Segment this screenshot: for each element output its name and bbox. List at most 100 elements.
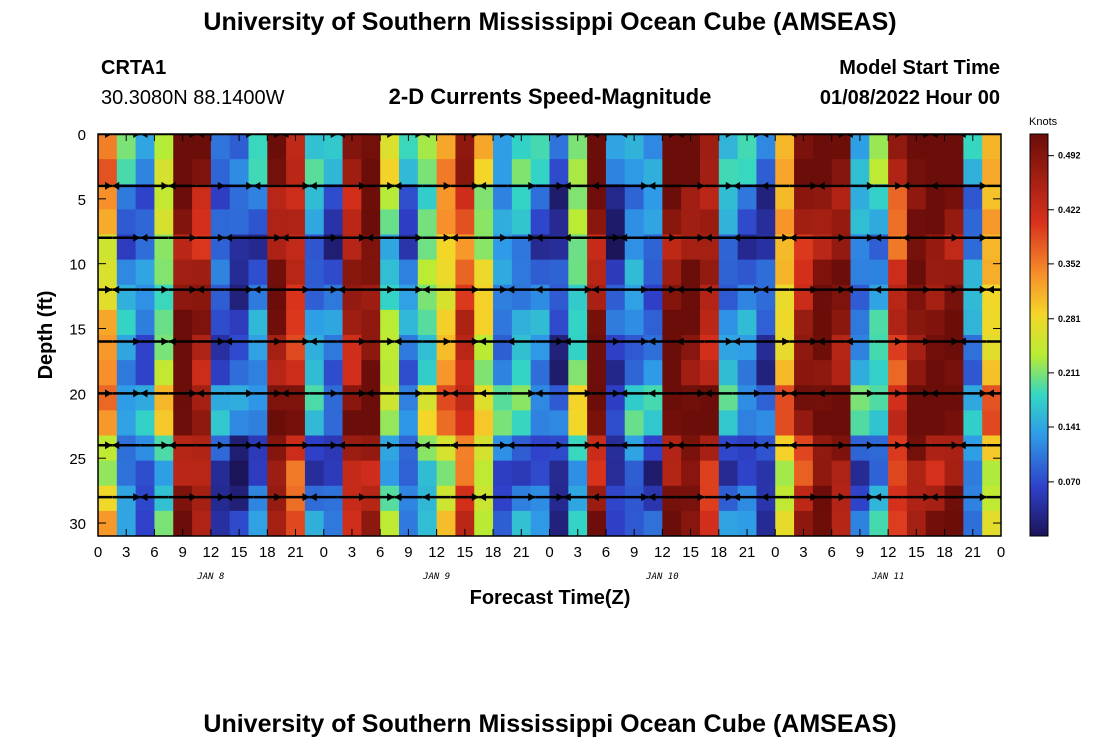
- vector-arrowhead: [387, 493, 395, 502]
- heatmap-cell: [662, 385, 682, 411]
- vector-arrowhead: [725, 134, 733, 138]
- heatmap-cell: [248, 134, 268, 160]
- heatmap-cell: [455, 485, 475, 512]
- vector-arrowhead: [958, 337, 966, 346]
- heatmap-cell: [436, 284, 457, 311]
- heatmap-cell: [605, 360, 626, 386]
- heatmap-cell: [474, 385, 494, 411]
- vector-arrowhead: [528, 493, 536, 502]
- heatmap-cell: [888, 209, 908, 236]
- heatmap-cell: [229, 209, 250, 236]
- x-tick-label: 6: [828, 544, 836, 561]
- x-tick-label: 3: [799, 544, 807, 561]
- vector-arrowhead: [112, 181, 120, 190]
- heatmap-cell: [963, 335, 983, 361]
- heatmap-cell: [587, 184, 607, 210]
- vector-arrowhead: [591, 181, 599, 190]
- heatmap-cell: [511, 360, 532, 386]
- heatmap-cell: [700, 385, 720, 411]
- heatmap-cell: [982, 234, 1001, 261]
- heatmap-cell: [643, 360, 663, 386]
- heatmap-cell: [737, 309, 758, 336]
- heatmap-cell: [436, 510, 457, 536]
- heatmap-cell: [737, 435, 758, 462]
- heatmap-cell: [624, 485, 645, 512]
- heatmap-cell: [549, 234, 569, 261]
- vector-arrowhead: [507, 285, 515, 294]
- heatmap-cell: [568, 385, 588, 411]
- heatmap-cell: [850, 510, 870, 536]
- heatmap-cell: [342, 209, 362, 236]
- heatmap-cell: [775, 234, 795, 261]
- heatmap-cell: [455, 209, 475, 236]
- heatmap-cell: [323, 410, 344, 437]
- heatmap-cell: [154, 184, 174, 210]
- heatmap-cell: [493, 385, 513, 411]
- heatmap-cell: [737, 134, 758, 160]
- vector-arrowhead: [725, 181, 733, 190]
- heatmap-cell: [474, 510, 494, 536]
- vector-arrowhead: [450, 441, 458, 450]
- heatmap-cell: [587, 134, 607, 160]
- vector-arrowhead: [895, 389, 903, 398]
- vector-arrowhead: [309, 181, 317, 190]
- heatmap-cell: [812, 159, 833, 185]
- heatmap-cell: [267, 184, 287, 210]
- vector-arrowhead: [697, 233, 705, 242]
- vector-arrowhead: [591, 493, 599, 502]
- heatmap-cell: [662, 284, 682, 311]
- heatmap-cell: [116, 385, 137, 411]
- vector-arrowhead: [725, 441, 733, 450]
- heatmap-cell: [417, 335, 438, 361]
- heatmap-cell: [380, 410, 400, 437]
- heatmap-cell: [98, 159, 118, 185]
- heatmap-cell: [399, 259, 419, 286]
- vector-arrowhead: [979, 233, 987, 242]
- vector-arrowhead: [591, 285, 599, 294]
- heatmap-cell: [794, 460, 814, 487]
- heatmap-cell: [888, 284, 908, 311]
- vector-arrowhead: [105, 285, 112, 294]
- heatmap-cell: [775, 410, 795, 437]
- heatmap-cell: [436, 134, 457, 160]
- vector-arrowhead: [387, 134, 395, 138]
- heatmap-cell: [210, 259, 231, 286]
- heatmap-cell: [342, 510, 362, 536]
- heatmap-cell: [549, 410, 569, 437]
- vector-arrowhead: [817, 181, 825, 190]
- vector-arrowhead: [789, 233, 797, 242]
- heatmap-cell: [850, 284, 870, 311]
- heatmap-cell: [794, 234, 814, 261]
- vector-arrowhead: [450, 389, 458, 398]
- vector-arrowhead: [620, 134, 628, 138]
- heatmap-cell: [869, 360, 889, 386]
- heatmap-cell: [869, 209, 889, 236]
- heatmap-cell: [210, 284, 231, 311]
- heatmap-cell: [455, 410, 475, 437]
- vector-arrowhead: [556, 441, 564, 450]
- heatmap-cell: [775, 259, 795, 286]
- heatmap-cell: [662, 159, 682, 185]
- heatmap-cell: [624, 284, 645, 311]
- heatmap-cell: [568, 209, 588, 236]
- heatmap-cell: [869, 234, 889, 261]
- heatmap-cell: [737, 234, 758, 261]
- heatmap-cell: [812, 184, 833, 210]
- y-tick-label: 20: [69, 386, 86, 403]
- heatmap-cell: [417, 360, 438, 386]
- heatmap-cell: [116, 309, 137, 336]
- heatmap-cell: [267, 309, 287, 336]
- vector-arrowhead: [838, 134, 846, 138]
- vector-arrowhead: [895, 181, 903, 190]
- heatmap-cell: [812, 234, 833, 261]
- vector-arrowhead: [274, 233, 282, 242]
- heatmap-cell: [267, 385, 287, 411]
- vector-arrowhead: [415, 134, 423, 138]
- heatmap-cell: [756, 159, 776, 185]
- heatmap-cell: [154, 510, 174, 536]
- heatmap-cell: [323, 360, 344, 386]
- heatmap-cell: [643, 259, 663, 286]
- vector-arrowhead: [140, 389, 148, 398]
- heatmap-cell: [361, 234, 381, 261]
- heatmap-cell: [342, 134, 362, 160]
